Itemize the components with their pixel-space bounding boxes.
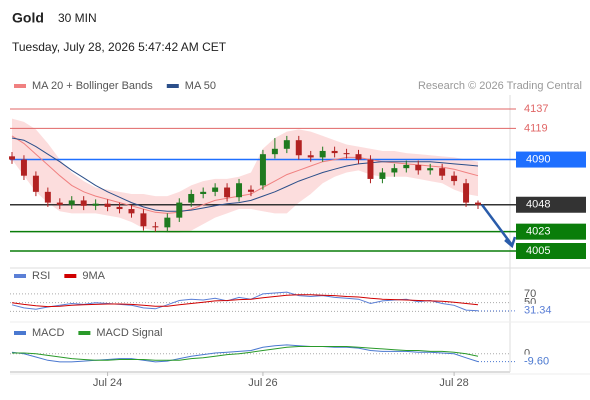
indicator-line [11,294,479,308]
candle-body [164,217,171,228]
candle-body [379,172,386,179]
candle-body [224,187,231,198]
candle-body [247,189,254,192]
datetime: Tuesday, July 28, 2026 5:47:42 AM CET [12,40,227,54]
candle-body [403,164,410,169]
candle-body [32,175,39,192]
level-badge [516,196,586,213]
candle-body [331,150,338,154]
ma-line [11,135,479,214]
level-label: 4119 [524,122,548,134]
ma-line [11,137,479,212]
y-tick-label: 0 [524,348,530,360]
candle-body [391,168,398,173]
candle-body [44,191,51,203]
legend-label: RSI [32,270,50,282]
indicator-line [12,346,479,361]
level-label: 4005 [526,245,550,257]
legend-label: MACD Signal [96,327,162,339]
candle-body [427,168,434,171]
legend-swatch [14,331,26,335]
credit: Research © 2026 Trading Central [418,80,582,92]
indicator-line [11,344,479,363]
indicator-line [11,291,479,312]
candle-body [415,164,422,171]
bollinger-band [12,118,478,233]
interval: 30 MIN [58,11,97,25]
candle-body [56,202,63,205]
candle-body [236,183,243,198]
last-value-bg [516,303,566,318]
x-tick-label: Jul 26 [248,377,277,389]
candle-body [319,150,326,158]
instrument: Gold [12,10,44,26]
candle-body [451,175,458,182]
x-tick-label: Jul 28 [439,377,468,389]
candle-body [68,200,75,205]
last-value-label: -9.60 [524,355,549,367]
last-value-bg [516,354,566,369]
candle-body [355,154,362,160]
forecast-arrow [480,204,517,249]
candle-body [188,193,195,203]
candle-body [295,140,302,156]
legend-swatch [166,84,179,88]
candle-body [475,202,481,205]
y-tick-label: 70 [524,288,536,300]
legend-swatch [64,274,77,278]
x-tick-label: Jul 24 [93,377,122,389]
legend-label: MACD [32,327,64,339]
candle-body [439,168,446,176]
legend-label: 9MA [82,270,105,282]
candle-body [212,187,219,192]
level-label: 4048 [526,199,550,211]
candle-body [92,203,99,206]
candle-body [307,155,314,158]
candle-body [271,148,278,155]
level-badge [516,223,586,240]
level-label: 4090 [526,153,550,165]
legend-swatch [78,331,91,335]
candle-body [367,159,374,179]
legend-swatch [14,274,26,278]
candle-body [176,202,183,218]
candle-body [200,191,207,194]
level-badge [516,151,586,168]
candle-body [283,140,290,149]
candle-body [80,200,87,206]
level-badge [516,243,586,260]
candle-body [152,226,159,228]
candle-body [116,206,123,210]
candle-body [259,154,266,186]
candle-body [128,209,135,214]
candle-body [9,156,15,160]
candle-body [463,183,470,203]
last-value-label: 31.34 [524,305,552,317]
candle-body [104,203,111,207]
legend-label: MA 20 + Bollinger Bands [32,80,153,92]
legend-swatch [14,84,26,88]
level-label: 4137 [524,103,548,115]
candle-body [140,213,147,227]
legend-label: MA 50 [185,80,216,92]
candle-body [343,153,350,155]
candle-body [20,159,27,176]
level-label: 4023 [526,226,550,238]
